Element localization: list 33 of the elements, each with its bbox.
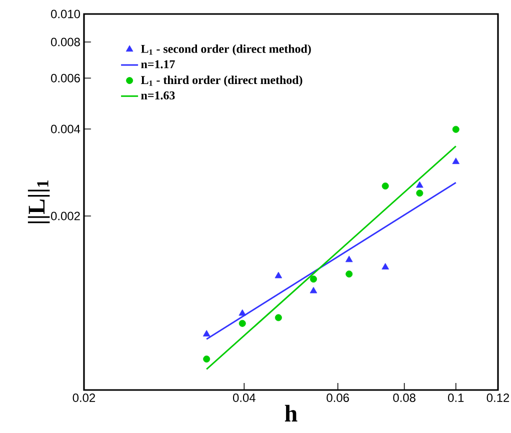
x-axis-title: h [284,404,298,422]
y-tick-label: 0.008 [51,38,80,46]
point [203,356,210,363]
point [382,263,389,270]
legend-label: n=1.17 [141,60,175,68]
x-tick-label: 0.08 [393,394,416,402]
legend-label: L$_{1}$ - third order (direct method) [140,76,302,86]
y-tick-label: 0.006 [51,74,80,82]
x-tick-label: 0.06 [326,394,349,402]
point [452,126,460,133]
x-tick-label: 0.02 [72,394,96,402]
point [238,309,246,316]
y-tick-label: 0.010 [51,10,80,18]
x-tick-label: 0.12 [486,394,510,402]
point [310,276,317,283]
point [202,330,210,336]
point [452,158,460,164]
legend-label: n=1.63 [141,91,175,100]
point [238,320,246,327]
point [382,182,389,190]
point [346,270,353,278]
point [345,256,353,262]
point [416,181,424,188]
y-tick-label: 0.002 [51,212,80,220]
x-tick-label: 0.04 [232,394,256,402]
y-tick-label: 0.004 [51,124,80,134]
point [310,286,318,294]
legend-label: L$_{1}$ - second order (direct method) [140,44,311,56]
point [416,190,424,197]
x-tick-label: 0.1 [448,394,464,402]
point [274,314,282,322]
point [274,272,282,278]
y-axis-title: ||L||$_{1}$ [28,180,50,224]
